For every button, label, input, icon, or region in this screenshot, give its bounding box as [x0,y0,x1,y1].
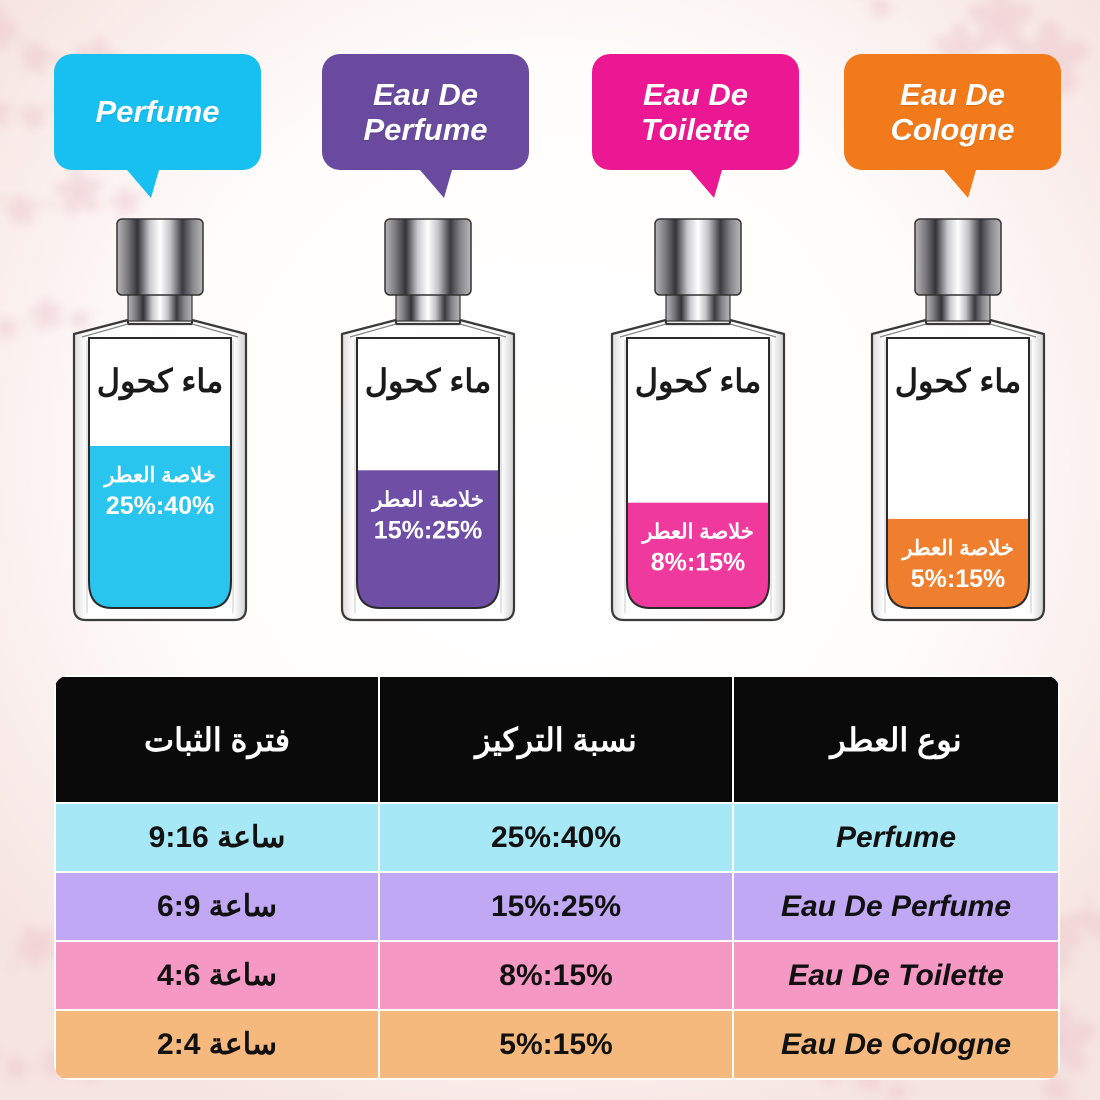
svg-text:5%:15%: 5%:15% [911,565,1006,593]
svg-text:خلاصة العطر: خلاصة العطر [900,537,1014,561]
svg-text:خلاصة العطر: خلاصة العطر [640,521,754,545]
svg-text:25%:40%: 25%:40% [106,492,214,520]
svg-text:ماء كحول: ماء كحول [365,363,492,401]
svg-text:8%:15%: 8%:15% [651,549,746,577]
svg-text:خلاصة العطر: خلاصة العطر [102,464,216,488]
svg-text:15%:25%: 15%:25% [374,516,482,544]
svg-text:ماء كحول: ماء كحول [895,363,1022,401]
svg-text:خلاصة العطر: خلاصة العطر [370,488,484,512]
svg-text:ماء كحول: ماء كحول [97,363,224,401]
svg-text:ماء كحول: ماء كحول [635,363,762,401]
